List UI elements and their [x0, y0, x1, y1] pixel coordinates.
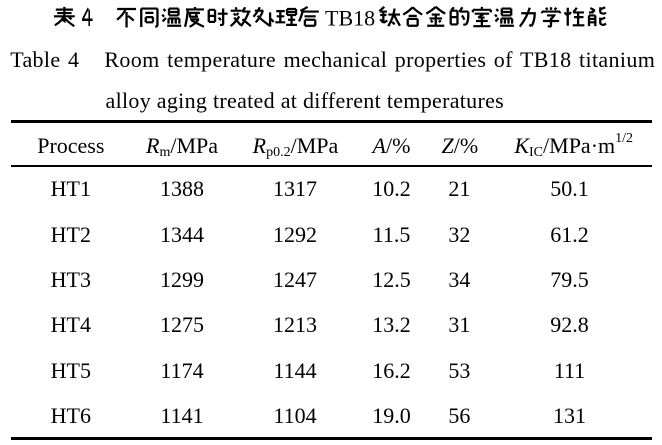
svg-text:TB18: TB18 [325, 5, 375, 30]
